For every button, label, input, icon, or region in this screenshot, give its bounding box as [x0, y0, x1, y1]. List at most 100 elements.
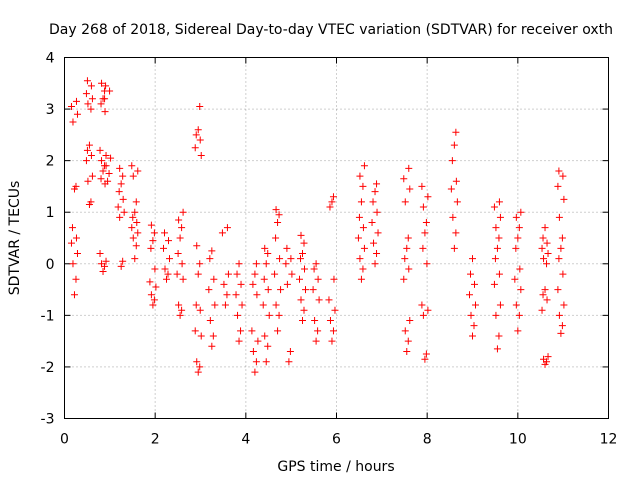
data-point — [283, 244, 291, 252]
data-point — [403, 347, 411, 355]
data-point — [447, 185, 455, 193]
data-point — [178, 224, 186, 232]
data-point — [98, 260, 106, 268]
data-point — [232, 291, 240, 299]
data-point — [163, 275, 170, 283]
data-point — [373, 208, 381, 216]
data-point — [196, 363, 204, 371]
data-point — [491, 255, 499, 263]
data-point — [543, 260, 551, 268]
data-point — [309, 286, 317, 294]
data-point — [514, 327, 522, 335]
data-point — [424, 306, 432, 314]
data-point — [102, 162, 110, 170]
data-point — [254, 337, 262, 345]
data-point — [128, 224, 136, 232]
data-point — [220, 280, 228, 288]
data-point — [277, 286, 285, 294]
data-point — [325, 296, 333, 304]
data-point — [84, 177, 92, 185]
data-point — [517, 208, 525, 216]
data-point — [194, 126, 202, 134]
data-point — [197, 151, 205, 159]
data-point — [85, 141, 93, 149]
data-point — [418, 182, 426, 190]
data-point — [274, 327, 282, 335]
x-tick-label: 6 — [332, 432, 341, 448]
data-point — [496, 301, 504, 309]
data-point — [146, 278, 154, 286]
data-point — [517, 286, 525, 294]
data-point — [249, 280, 257, 288]
data-point — [329, 193, 337, 201]
data-point — [176, 234, 184, 242]
data-point — [359, 182, 367, 190]
data-point — [450, 244, 458, 252]
data-point — [234, 311, 242, 319]
data-point — [97, 100, 105, 108]
y-tick-label: 4 — [46, 51, 55, 67]
data-point — [544, 249, 552, 257]
data-point — [102, 151, 110, 159]
data-point — [249, 347, 257, 355]
data-point — [131, 208, 139, 216]
data-point — [401, 198, 409, 206]
y-tick-label: 0 — [46, 257, 55, 273]
data-point — [492, 311, 500, 319]
data-point — [421, 229, 429, 237]
data-point — [147, 291, 155, 299]
data-point — [264, 286, 272, 294]
data-point — [359, 224, 367, 232]
data-point — [422, 350, 430, 358]
data-point — [209, 332, 217, 340]
data-point — [328, 337, 336, 345]
data-point — [493, 345, 501, 353]
data-point — [299, 249, 306, 257]
data-point — [310, 265, 318, 273]
data-point — [541, 224, 549, 232]
data-point — [132, 242, 140, 250]
data-point — [149, 237, 157, 245]
data-point — [371, 260, 379, 268]
data-point — [285, 358, 293, 366]
data-point — [194, 270, 202, 278]
data-point — [543, 296, 551, 304]
data-point — [147, 221, 155, 229]
data-point — [541, 286, 549, 294]
x-tick-label: 8 — [423, 432, 432, 448]
data-point — [161, 229, 168, 237]
data-point — [302, 286, 309, 294]
data-point — [374, 229, 382, 237]
data-point — [272, 301, 280, 309]
data-point — [99, 268, 107, 276]
data-point — [555, 213, 563, 221]
data-point — [178, 306, 186, 314]
data-point — [467, 270, 474, 278]
data-point — [560, 301, 568, 309]
data-point — [68, 224, 76, 232]
data-point — [357, 198, 365, 206]
data-point — [233, 270, 241, 278]
data-point — [355, 213, 363, 221]
data-point — [173, 270, 181, 278]
data-point — [72, 97, 80, 105]
data-point — [512, 213, 520, 221]
data-point — [235, 260, 243, 268]
data-point — [330, 275, 338, 283]
data-point — [331, 306, 339, 314]
data-point — [470, 322, 478, 330]
data-point — [359, 265, 367, 273]
data-point — [260, 275, 268, 283]
data-point — [252, 358, 260, 366]
data-point — [178, 260, 186, 268]
data-point — [275, 211, 283, 219]
data-point — [67, 102, 75, 110]
data-point — [102, 257, 110, 265]
data-point — [129, 172, 137, 180]
data-point — [311, 317, 319, 325]
x-tick-label: 12 — [600, 432, 618, 448]
data-point — [495, 198, 503, 206]
data-point — [191, 327, 199, 335]
data-point — [119, 257, 127, 265]
